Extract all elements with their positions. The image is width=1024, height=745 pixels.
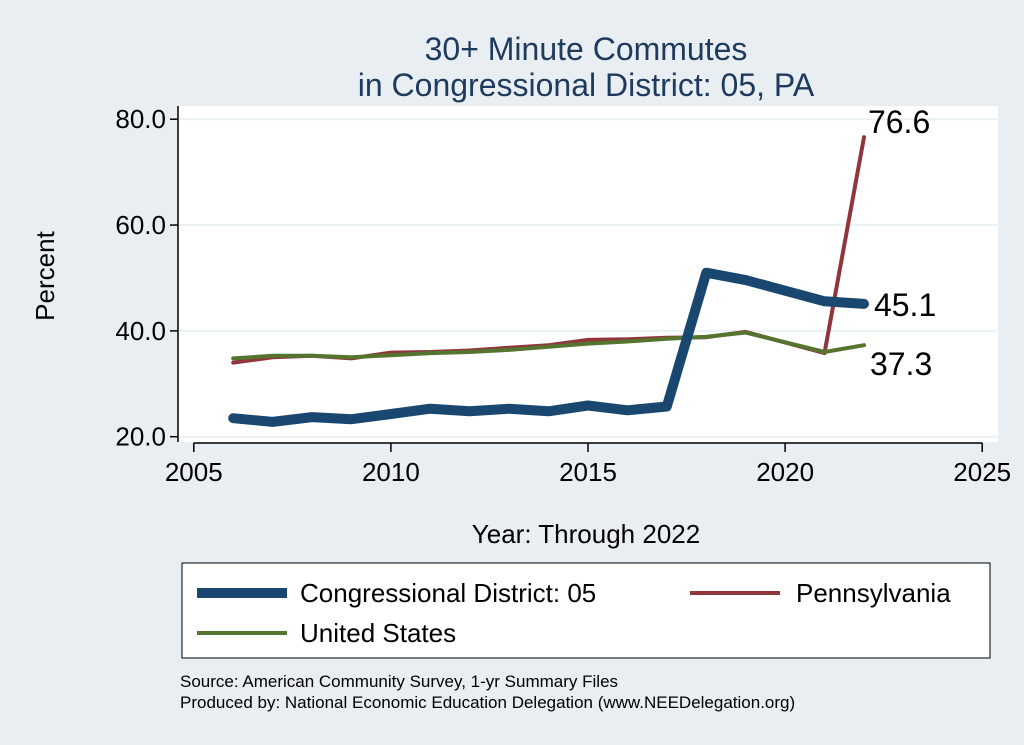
y-axis-label: Percent bbox=[30, 230, 60, 320]
axes: 20.0 40.0 60.0 80.0 2005 2010 2015 2020 2025 bbox=[115, 104, 1011, 487]
producer-note: Produced by: National Economic Education… bbox=[180, 693, 795, 712]
series-lines bbox=[228, 135, 869, 427]
legend-label-pennsylvania: Pennsylvania bbox=[796, 578, 951, 608]
legend: Congressional District: 05 Pennsylvania … bbox=[181, 562, 991, 659]
chart-title-line-2: in Congressional District: 05, PA bbox=[358, 67, 815, 103]
source-note: Source: American Community Survey, 1-yr … bbox=[180, 672, 618, 691]
legend-label-united-states: United States bbox=[300, 618, 456, 648]
plot-area bbox=[178, 106, 998, 442]
series-line-united-states bbox=[231, 330, 866, 361]
y-tick-label: 20.0 bbox=[115, 422, 166, 452]
x-tick-label: 2015 bbox=[559, 457, 617, 487]
x-axis-label: Year: Through 2022 bbox=[472, 519, 700, 549]
x-tick-label: 2010 bbox=[362, 457, 420, 487]
gridlines bbox=[178, 118, 998, 438]
x-tick-label: 2005 bbox=[165, 457, 223, 487]
series-line-district bbox=[228, 267, 869, 427]
x-tick-label: 2020 bbox=[756, 457, 814, 487]
chart-title-line-1: 30+ Minute Commutes bbox=[425, 31, 748, 67]
end-label-pennsylvania: 76.6 bbox=[868, 104, 930, 140]
y-tick-label: 40.0 bbox=[115, 316, 166, 346]
y-tick-label: 80.0 bbox=[115, 104, 166, 134]
legend-box bbox=[181, 562, 991, 659]
legend-label-district: Congressional District: 05 bbox=[300, 578, 596, 608]
x-tick-label: 2025 bbox=[953, 457, 1011, 487]
end-label-district: 45.1 bbox=[874, 287, 936, 323]
y-tick-label: 60.0 bbox=[115, 210, 166, 240]
end-labels: 45.1 76.6 37.3 bbox=[868, 104, 936, 382]
end-label-united-states: 37.3 bbox=[870, 346, 932, 382]
